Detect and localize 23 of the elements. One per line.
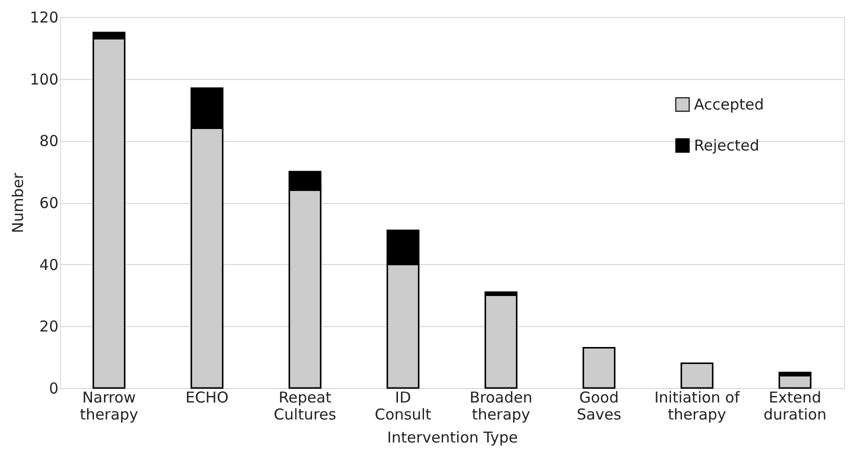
- legend-label: Rejected: [694, 136, 760, 154]
- x-tick-label: Broaden therapy: [470, 388, 532, 424]
- x-tick-label: Good Saves: [576, 388, 622, 424]
- bar: [582, 347, 616, 389]
- y-tick-label: 60: [39, 194, 58, 212]
- y-tick-label: 0: [48, 380, 58, 398]
- x-tick-label: ECHO: [185, 388, 229, 406]
- y-tick-label: 20: [39, 318, 58, 336]
- x-tick-label: Initiation of therapy: [654, 388, 740, 424]
- legend-label: Accepted: [694, 96, 764, 114]
- y-tick-label: 40: [39, 256, 58, 274]
- y-tick-label: 120: [30, 8, 58, 26]
- y-axis-title: Number: [8, 172, 27, 234]
- bar: [778, 374, 812, 389]
- bar: [484, 294, 518, 389]
- x-axis-title: Intervention Type: [387, 428, 518, 446]
- x-tick-label: Extend duration: [763, 388, 827, 424]
- x-tick-label: Narrow therapy: [80, 388, 138, 424]
- y-tick-label: 80: [39, 132, 58, 150]
- x-tick-label: ID Consult: [374, 388, 432, 424]
- y-tick-label: 100: [30, 70, 58, 88]
- x-tick-label: Repeat Cultures: [274, 388, 336, 424]
- bar: [680, 362, 714, 389]
